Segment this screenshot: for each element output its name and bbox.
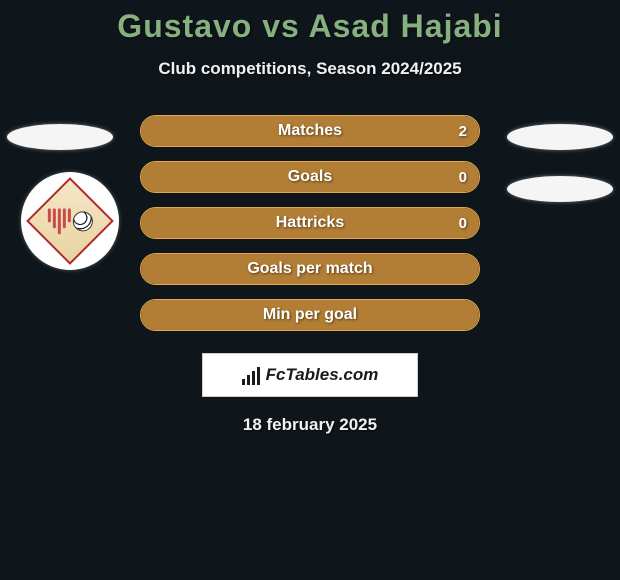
date-label: 18 february 2025 [0,415,620,435]
club-badge-left [21,172,119,270]
stat-row: Goals per match [140,253,480,285]
stat-row: Hattricks0 [140,207,480,239]
stat-row: Matches2 [140,115,480,147]
brand-box[interactable]: FcTables.com [202,353,418,397]
stat-label: Hattricks [141,214,479,232]
stats-list: Matches2 Goals0 Hattricks0 Goals per match M… [140,115,480,331]
stat-row: Min per goal [140,299,480,331]
brand-bars-icon [242,365,260,385]
stat-label: Goals [141,168,479,186]
page-title: Gustavo vs Asad Hajabi [0,8,620,45]
club-badge-diamond [26,177,114,265]
stat-label: Matches [141,122,479,140]
stat-label: Min per goal [141,306,479,324]
club-slot-right [507,176,613,202]
badge-stripes-icon [48,208,71,234]
player-slot-right [507,124,613,150]
soccer-ball-icon [73,211,93,231]
stat-row: Goals0 [140,161,480,193]
brand-text: FcTables.com [266,365,379,385]
player-slot-left [7,124,113,150]
stat-label: Goals per match [141,260,479,278]
subtitle: Club competitions, Season 2024/2025 [0,59,620,79]
